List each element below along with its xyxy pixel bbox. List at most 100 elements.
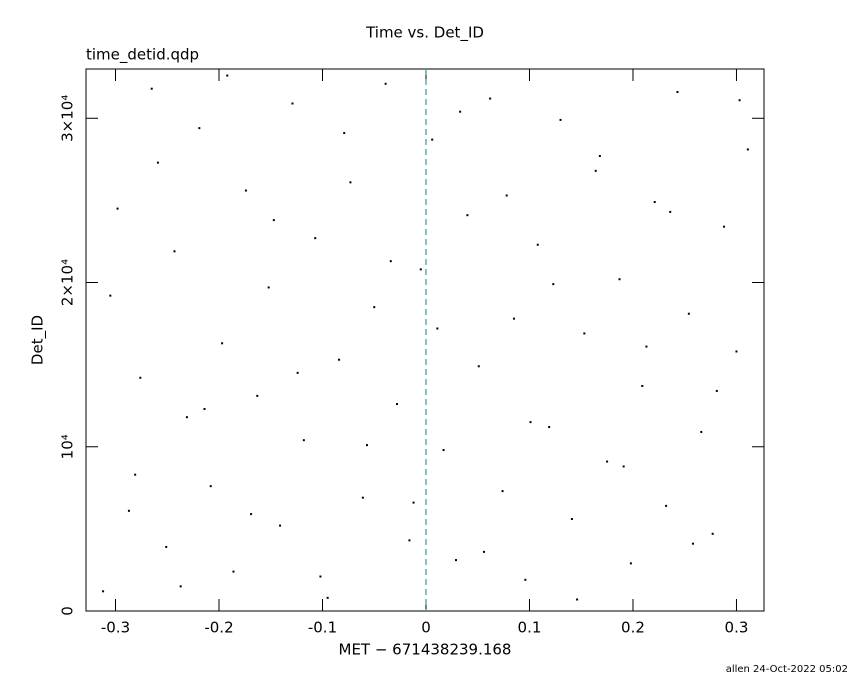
point	[373, 306, 376, 309]
point	[559, 118, 562, 121]
point	[173, 250, 176, 253]
point	[165, 545, 168, 548]
point	[221, 342, 224, 345]
y-axis-label: Det_ID	[29, 315, 48, 365]
x-tick-label: -0.2	[204, 619, 233, 637]
x-tick-label: -0.3	[101, 619, 130, 637]
point	[512, 317, 515, 320]
point	[583, 332, 586, 335]
point	[570, 518, 573, 521]
point	[594, 169, 597, 172]
point	[209, 485, 212, 488]
point	[431, 138, 434, 141]
point	[489, 97, 492, 100]
point	[598, 155, 601, 158]
point	[343, 132, 346, 135]
point	[203, 407, 206, 410]
chart-title: Time vs. Det_ID	[365, 24, 484, 43]
point	[102, 590, 105, 593]
point	[501, 490, 504, 493]
point	[641, 384, 644, 387]
point	[723, 225, 726, 228]
point	[692, 542, 695, 545]
x-tick-label: 0	[421, 619, 431, 637]
point	[687, 312, 690, 315]
x-tick-label: 0.3	[725, 619, 749, 637]
point	[482, 550, 485, 553]
point	[606, 460, 609, 463]
x-tick-label: 0.2	[621, 619, 645, 637]
point	[711, 532, 714, 535]
point	[185, 416, 188, 419]
point	[408, 539, 411, 542]
point	[746, 148, 749, 151]
point	[459, 110, 462, 113]
y-tick-label: 10⁴	[59, 434, 77, 459]
point	[477, 365, 480, 368]
point	[700, 430, 703, 433]
point	[279, 524, 282, 527]
point	[436, 327, 439, 330]
point	[536, 243, 539, 246]
point	[396, 403, 399, 406]
y-tick-label: 0	[59, 606, 77, 616]
point	[127, 509, 130, 512]
point	[645, 345, 648, 348]
point	[349, 181, 352, 184]
point	[676, 90, 679, 93]
chart-subtitle: time_detid.qdp	[86, 46, 199, 65]
point	[454, 559, 457, 562]
point	[653, 201, 656, 204]
point	[738, 99, 741, 102]
footer: allen 24-Oct-2022 05:02	[726, 664, 848, 675]
point	[272, 219, 275, 222]
point	[139, 376, 142, 379]
point	[256, 394, 259, 397]
point	[735, 350, 738, 353]
point	[466, 214, 469, 217]
point	[302, 439, 305, 442]
point	[552, 283, 555, 286]
point	[156, 161, 159, 164]
point	[529, 421, 532, 424]
x-tick-label: -0.1	[308, 619, 337, 637]
point	[150, 87, 153, 90]
point	[319, 575, 322, 578]
point	[250, 513, 253, 516]
x-axis-label: MET − 671438239.168	[339, 641, 512, 659]
point	[291, 102, 294, 105]
point	[198, 127, 201, 130]
point	[296, 371, 299, 374]
point	[134, 473, 137, 476]
point	[389, 260, 392, 263]
point	[524, 578, 527, 581]
point	[505, 194, 508, 197]
plot-frame	[85, 68, 765, 612]
point	[669, 210, 672, 213]
point	[715, 389, 718, 392]
y-tick-label: 3×10⁴	[59, 95, 77, 142]
point	[179, 585, 182, 588]
point	[548, 426, 551, 429]
point	[226, 74, 229, 77]
point	[232, 570, 235, 573]
point	[412, 501, 415, 504]
point	[419, 268, 422, 271]
point	[338, 358, 341, 361]
point	[267, 286, 270, 289]
point	[326, 596, 329, 599]
point	[629, 562, 632, 565]
point	[314, 237, 317, 240]
point	[109, 294, 112, 297]
point	[622, 465, 625, 468]
point	[384, 82, 387, 85]
point	[244, 189, 247, 192]
point	[618, 278, 621, 281]
point	[116, 207, 119, 210]
x-tick-label: 0.1	[518, 619, 542, 637]
point	[442, 449, 445, 452]
y-tick-label: 2×10⁴	[59, 259, 77, 306]
point	[576, 598, 579, 601]
